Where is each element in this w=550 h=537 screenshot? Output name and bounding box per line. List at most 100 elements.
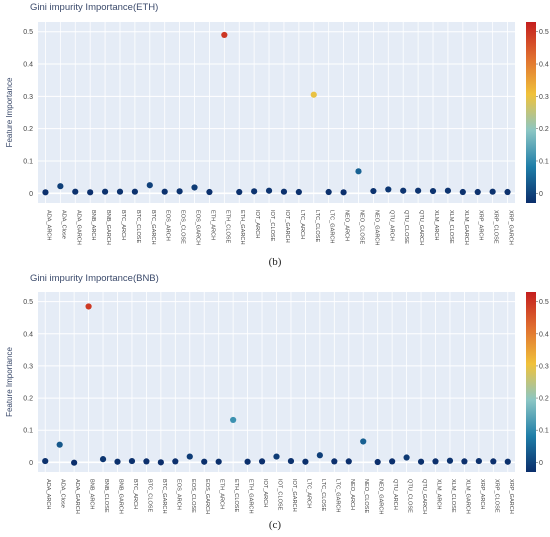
data-point [340,189,347,196]
x-tick-label: ADA_ARCH [45,479,51,509]
x-tick-label: XLM_ARCH [433,210,439,240]
x-tick-label: ADA_Close [60,479,66,508]
x-tick-label: XLM_CLOSE [450,479,456,513]
data-point [186,453,193,460]
x-tick-label: LTC_ARCH [299,210,305,239]
colorbar-tick-label: 0.1 [539,158,549,165]
x-tick-label: QTU_ARCH [392,479,398,510]
data-point [446,457,454,464]
data-point [101,188,109,195]
x-tick-label: ETH_GARCH [239,210,245,245]
colorbar-tick-label: 0 [539,460,543,467]
y-tick-label: 0.5 [23,299,33,306]
data-point [116,188,124,195]
data-point [176,188,183,195]
data-point [87,189,94,196]
data-point [295,188,302,196]
x-tick-label: QTU_CLOSE [403,210,409,244]
data-point [400,187,407,194]
panel-caption: (c) [269,519,282,531]
data-point [331,458,338,465]
x-tick-label: NEO_CLOSE [358,210,364,244]
data-point [490,458,497,465]
data-point [236,188,243,196]
data-point [71,459,78,466]
x-tick-label: XLM_CLOSE [448,210,454,244]
data-point [42,457,49,465]
data-point [161,188,168,195]
y-axis-label: Feature Importance [5,77,14,147]
x-tick-label: BNB_CLOSE [103,479,109,513]
x-tick-label: EOS_GARCH [204,479,210,514]
y-tick-label: 0.4 [23,331,33,338]
x-tick-label: LTC_CLOSE [320,479,326,511]
x-tick-label: BTC_CLOSE [146,479,152,513]
data-point [251,188,258,195]
data-point [230,416,237,424]
x-tick-label: BTC_GARCH [161,479,167,514]
x-tick-label: QTU_CLOSE [407,479,413,513]
data-point [131,188,138,195]
x-tick-label: ETH_GARCH [248,479,254,514]
data-point [57,183,64,190]
x-tick-label: ADA_Close [60,210,66,239]
x-tick-label: XRP_CLOSE [493,479,499,513]
data-point [429,187,437,195]
data-point [355,168,362,175]
x-tick-label: XRP_GARCH [508,479,514,514]
x-tick-label: XRP_CLOSE [493,210,499,244]
data-point [191,184,198,191]
chart-panel-c: Gini impurity Importance(BNB) 0 0.1 0.2 0.3 0… [5,273,549,531]
data-point [201,458,208,465]
y-tick-label: 0.3 [23,363,33,370]
x-tick-label: ADA_GARCH [75,210,81,245]
data-point [114,458,121,465]
x-tick-label: ETH_CLOSE [224,210,230,244]
data-point [459,188,466,196]
x-tick-label: BTC_ARCH [120,210,126,240]
x-tick-label: ADA_ARCH [45,210,51,240]
x-tick-label: QTU_ARCH [388,210,394,241]
x-tick-label: IOT_ARCH [254,210,260,238]
y-tick-label: 0.4 [23,62,33,69]
x-tick-label: LTC_GARCH [334,479,340,512]
x-tick-label: BTC_GARCH [150,210,156,245]
x-tick-label: IOT_ARCH [262,479,268,507]
data-point [287,457,295,465]
data-point [374,458,381,466]
chart-title: Gini impurity Importance(BNB) [30,273,159,284]
data-point [146,182,153,189]
data-point [345,458,352,465]
x-tick-label: NEO_ARCH [349,479,355,510]
x-tick-label: XRP_ARCH [479,479,485,509]
y-tick-label: 0.2 [23,126,33,133]
data-point [370,187,377,195]
data-point [489,188,496,195]
data-point [475,457,482,465]
data-point [504,188,511,196]
data-point [302,458,309,465]
x-tick-label: EOS_GARCH [195,210,201,245]
x-tick-label: XLM_ARCH [436,479,442,509]
x-tick-label: EOS_CLOSE [190,479,196,513]
data-point [206,188,213,196]
x-tick-label: QTU_GARCH [421,479,427,514]
x-tick-label: ADA_GARCH [74,479,80,514]
x-tick-label: BTC_ARCH [132,479,138,509]
colorbar-tick-label: 0.3 [539,94,549,101]
y-tick-label: 0 [29,460,33,467]
x-tick-label: NEO_GARCH [378,479,384,514]
x-tick-label: LTC_CLOSE [314,210,320,242]
colorbar-tick-label: 0.3 [539,363,549,370]
colorbar-tick-label: 0.5 [539,299,549,306]
y-tick-label: 0.1 [23,428,33,435]
x-tick-label: XRP_ARCH [478,210,484,240]
x-tick-label: ETH_ARCH [209,210,215,240]
y-tick-label: 0.2 [23,396,33,403]
data-point [221,31,228,39]
data-point [415,187,422,194]
x-tick-label: IOT_CLOSE [269,210,275,242]
data-point [215,458,222,465]
x-tick-label: BNB_GARCH [105,210,111,245]
x-tick-label: IOT_GARCH [291,479,297,512]
